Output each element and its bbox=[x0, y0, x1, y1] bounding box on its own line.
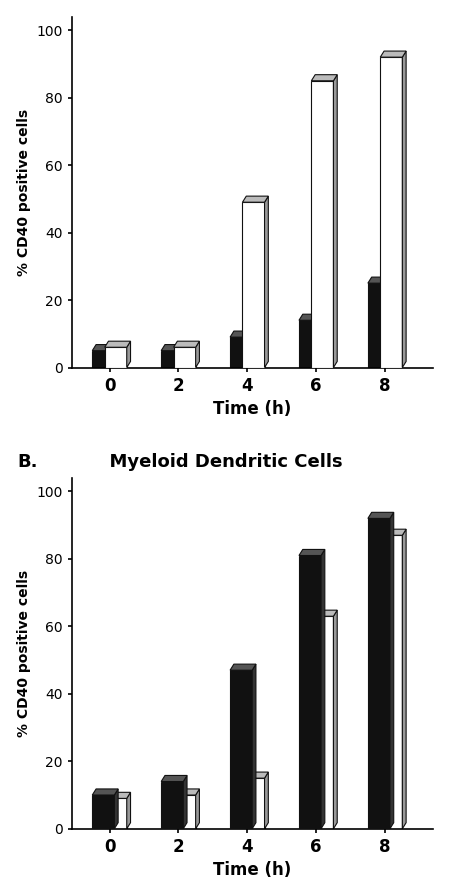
Polygon shape bbox=[114, 789, 118, 829]
Polygon shape bbox=[311, 74, 337, 81]
Polygon shape bbox=[333, 610, 337, 829]
Polygon shape bbox=[265, 772, 268, 829]
X-axis label: Time (h): Time (h) bbox=[213, 401, 292, 418]
Polygon shape bbox=[127, 792, 130, 829]
Bar bbox=[380, 535, 402, 829]
Polygon shape bbox=[265, 196, 268, 367]
Bar bbox=[161, 781, 183, 829]
Polygon shape bbox=[252, 331, 256, 367]
Bar bbox=[243, 778, 265, 829]
Polygon shape bbox=[321, 314, 325, 367]
Text: Myeloid Dendritic Cells: Myeloid Dendritic Cells bbox=[72, 452, 342, 470]
Polygon shape bbox=[402, 51, 406, 367]
Y-axis label: % CD40 positive cells: % CD40 positive cells bbox=[17, 570, 31, 737]
X-axis label: Time (h): Time (h) bbox=[213, 861, 292, 879]
Polygon shape bbox=[183, 775, 187, 829]
Bar bbox=[230, 337, 252, 367]
Bar bbox=[174, 795, 196, 829]
Bar bbox=[368, 283, 390, 367]
Polygon shape bbox=[299, 314, 325, 320]
Polygon shape bbox=[333, 74, 337, 367]
Bar bbox=[380, 57, 402, 367]
Polygon shape bbox=[243, 196, 268, 202]
Polygon shape bbox=[368, 277, 394, 283]
Polygon shape bbox=[92, 345, 118, 350]
Polygon shape bbox=[196, 341, 199, 367]
Polygon shape bbox=[321, 549, 325, 829]
Bar bbox=[230, 670, 252, 829]
Polygon shape bbox=[174, 341, 199, 348]
Polygon shape bbox=[368, 513, 394, 519]
Polygon shape bbox=[390, 513, 394, 829]
Bar bbox=[243, 202, 265, 367]
Bar bbox=[299, 556, 321, 829]
Bar bbox=[174, 348, 196, 367]
Polygon shape bbox=[105, 792, 130, 798]
Polygon shape bbox=[311, 610, 337, 616]
Y-axis label: % CD40 positive cells: % CD40 positive cells bbox=[17, 108, 31, 276]
Polygon shape bbox=[161, 345, 187, 350]
Bar bbox=[311, 616, 333, 829]
Polygon shape bbox=[243, 772, 268, 778]
Polygon shape bbox=[230, 331, 256, 337]
Bar bbox=[299, 320, 321, 367]
Polygon shape bbox=[299, 549, 325, 556]
Bar bbox=[105, 348, 127, 367]
Polygon shape bbox=[252, 664, 256, 829]
Polygon shape bbox=[230, 664, 256, 670]
Bar bbox=[161, 350, 183, 367]
Bar bbox=[92, 795, 114, 829]
Bar bbox=[311, 81, 333, 367]
Bar bbox=[92, 350, 114, 367]
Polygon shape bbox=[402, 530, 406, 829]
Polygon shape bbox=[105, 341, 130, 348]
Polygon shape bbox=[127, 341, 130, 367]
Polygon shape bbox=[196, 789, 199, 829]
Text: B.: B. bbox=[18, 453, 38, 471]
Polygon shape bbox=[183, 345, 187, 367]
Polygon shape bbox=[380, 51, 406, 57]
Bar bbox=[368, 519, 390, 829]
Polygon shape bbox=[161, 775, 187, 781]
Bar bbox=[105, 798, 127, 829]
Polygon shape bbox=[114, 345, 118, 367]
Polygon shape bbox=[92, 789, 118, 795]
Polygon shape bbox=[174, 789, 199, 795]
Polygon shape bbox=[380, 530, 406, 535]
Polygon shape bbox=[390, 277, 394, 367]
